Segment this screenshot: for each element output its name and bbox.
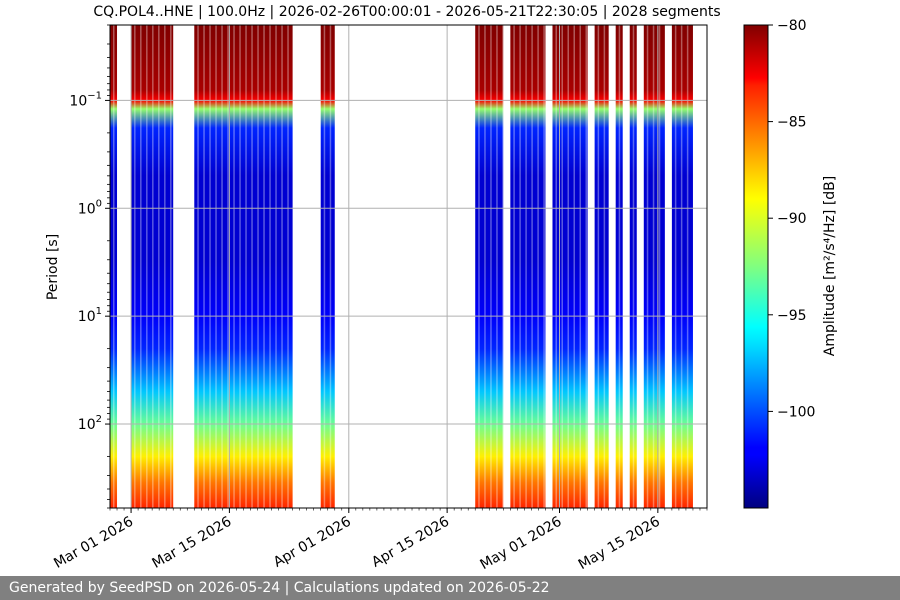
y-axis-label: Period [s] <box>45 234 61 300</box>
footer-bar: Generated by SeedPSD on 2026-05-24 | Cal… <box>0 576 900 600</box>
segment-stripe <box>170 25 172 508</box>
segment-stripe <box>585 25 587 508</box>
segment-stripe <box>158 25 160 508</box>
x-tick-label: Mar 01 2026 <box>51 514 136 572</box>
segment-stripe <box>543 25 545 508</box>
grid-lines <box>110 25 707 508</box>
segment-stripe <box>227 25 229 508</box>
segment-stripe <box>478 25 480 508</box>
plot-frame <box>109 24 708 509</box>
y-tick-label: 101 <box>78 306 102 325</box>
segment-stripe <box>113 25 115 508</box>
data-segment-column <box>110 25 118 508</box>
data-segment-column <box>552 25 588 508</box>
segment-stripe <box>164 25 166 508</box>
segment-stripe <box>680 25 683 508</box>
segment-stripe <box>502 25 504 508</box>
colorbar: −80 −85 −90 −95 −100 Amplitude [m²/s⁴/Hz] [d… <box>743 18 838 509</box>
segment-stripe <box>597 25 600 508</box>
segment-stripe <box>152 25 154 508</box>
segment-stripe <box>686 25 689 508</box>
x-tick-label: Mar 15 2026 <box>150 514 235 572</box>
segment-stripe <box>329 25 332 508</box>
data-segment-column <box>671 25 693 508</box>
data-segment-column <box>194 25 293 508</box>
segment-stripe <box>275 25 277 508</box>
segment-stripe <box>233 25 235 508</box>
psd-figure: CQ.POL4..HNE | 100.0Hz | 2026-02-26T00:0… <box>45 4 838 574</box>
segment-stripe <box>646 25 649 508</box>
segment-stripe <box>618 25 621 508</box>
segment-stripe <box>525 25 527 508</box>
colorbar-label: Amplitude [m²/s⁴/Hz] [dB] <box>822 176 838 356</box>
segment-stripe <box>561 25 563 508</box>
data-segment-column <box>594 25 609 508</box>
segment-stripe <box>215 25 217 508</box>
colorbar-ticks: −80 −85 −90 −95 −100 <box>768 18 815 420</box>
segment-stripe <box>652 25 655 508</box>
segment-stripe <box>555 25 557 508</box>
segment-stripe <box>537 25 539 508</box>
segment-stripe <box>490 25 492 508</box>
heatmap-columns <box>110 25 693 508</box>
plot-area <box>109 24 708 509</box>
colorbar-tick-label: −95 <box>777 308 807 324</box>
colorbar-tick-label: −85 <box>777 115 807 131</box>
y-tick-label: 102 <box>78 414 102 433</box>
segment-stripe <box>239 25 241 508</box>
segment-stripe <box>269 25 271 508</box>
x-tick-label: Apr 15 2026 <box>369 514 452 571</box>
segment-stripe <box>287 25 289 508</box>
data-segment-column <box>510 25 546 508</box>
chart-title: CQ.POL4..HNE | 100.0Hz | 2026-02-26T00:0… <box>93 4 720 20</box>
data-segment-column <box>629 25 637 508</box>
segment-stripe <box>209 25 211 508</box>
segment-stripe <box>251 25 253 508</box>
segment-stripe <box>245 25 247 508</box>
segment-stripe <box>513 25 515 508</box>
segment-stripe <box>197 25 199 508</box>
x-tick-label: Apr 01 2026 <box>271 514 354 571</box>
colorbar-tick-label: −90 <box>777 211 807 227</box>
y-axis: 10−1 100 101 102 <box>69 24 110 509</box>
segment-stripe <box>519 25 521 508</box>
data-segment-column <box>615 25 623 508</box>
segment-stripe <box>674 25 677 508</box>
segment-stripe <box>632 25 635 508</box>
segment-stripe <box>579 25 581 508</box>
data-segment-column <box>475 25 504 508</box>
colorbar-gradient <box>743 24 769 509</box>
segment-stripe <box>323 25 326 508</box>
segment-stripe <box>134 25 136 508</box>
x-tick-label: May 01 2026 <box>477 514 564 574</box>
data-segment-column <box>131 25 174 508</box>
segment-stripe <box>658 25 661 508</box>
segment-stripe <box>567 25 569 508</box>
segment-stripe <box>257 25 259 508</box>
segment-stripe <box>531 25 533 508</box>
segment-stripe <box>496 25 498 508</box>
segment-stripe <box>203 25 205 508</box>
segment-stripe <box>484 25 486 508</box>
segment-stripe <box>146 25 148 508</box>
segment-stripe <box>140 25 142 508</box>
data-segment-column <box>320 25 335 508</box>
colorbar-tick-label: −80 <box>777 18 807 34</box>
colorbar-tick-label: −100 <box>777 404 815 420</box>
x-axis: Mar 01 2026 Mar 15 2026 Apr 01 2026 Apr 15 … <box>51 508 708 574</box>
segment-stripe <box>263 25 265 508</box>
segment-stripe <box>281 25 283 508</box>
footer-text: Generated by SeedPSD on 2026-05-24 | Cal… <box>9 580 550 596</box>
y-tick-label: 10−1 <box>69 90 102 109</box>
segment-stripe <box>573 25 575 508</box>
y-tick-label: 100 <box>78 198 102 217</box>
x-tick-label: May 15 2026 <box>576 514 663 574</box>
segment-stripe <box>603 25 606 508</box>
segment-stripe <box>221 25 223 508</box>
data-segment-column <box>643 25 665 508</box>
